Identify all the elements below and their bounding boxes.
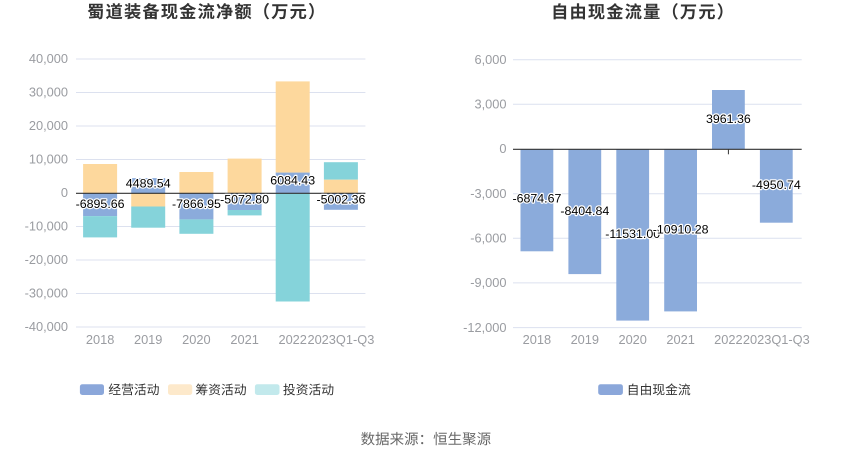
- svg-text:-3,000: -3,000: [470, 186, 506, 201]
- svg-text:2022: 2022: [714, 332, 742, 347]
- svg-text:-6,000: -6,000: [470, 231, 506, 246]
- svg-text:-8404.84: -8404.84: [560, 204, 609, 218]
- svg-text:-20,000: -20,000: [25, 252, 68, 267]
- svg-text:6084.43: 6084.43: [270, 174, 315, 188]
- svg-text:3961.36: 3961.36: [706, 112, 751, 126]
- svg-text:-4950.74: -4950.74: [752, 178, 801, 192]
- svg-text:-5072.80: -5072.80: [220, 193, 269, 207]
- svg-text:-7866.95: -7866.95: [172, 197, 221, 211]
- svg-text:2023Q1-Q3: 2023Q1-Q3: [743, 332, 810, 347]
- svg-text:2021: 2021: [230, 332, 258, 347]
- svg-text:-40,000: -40,000: [25, 319, 68, 334]
- svg-text:2023Q1-Q3: 2023Q1-Q3: [307, 332, 374, 347]
- svg-text:-30,000: -30,000: [25, 286, 68, 301]
- svg-text:40,000: 40,000: [29, 51, 68, 66]
- svg-text:10,000: 10,000: [29, 152, 68, 167]
- svg-text:2019: 2019: [571, 332, 599, 347]
- svg-text:30,000: 30,000: [29, 85, 68, 100]
- svg-text:0: 0: [499, 141, 506, 156]
- svg-text:-9,000: -9,000: [470, 275, 506, 290]
- svg-text:-6895.66: -6895.66: [76, 197, 125, 211]
- svg-text:4489.54: 4489.54: [126, 177, 171, 191]
- svg-text:2018: 2018: [523, 332, 551, 347]
- svg-text:3,000: 3,000: [474, 97, 506, 112]
- svg-text:-12,000: -12,000: [463, 320, 506, 335]
- svg-text:0: 0: [61, 185, 68, 200]
- svg-text:-10,000: -10,000: [25, 219, 68, 234]
- svg-text:20,000: 20,000: [29, 118, 68, 133]
- svg-text:2020: 2020: [182, 332, 210, 347]
- svg-text:6,000: 6,000: [474, 52, 506, 67]
- svg-text:2021: 2021: [666, 332, 694, 347]
- svg-text:-6874.67: -6874.67: [512, 192, 561, 206]
- svg-text:-10910.28: -10910.28: [653, 223, 709, 237]
- svg-text:2020: 2020: [618, 332, 646, 347]
- svg-text:2018: 2018: [86, 332, 114, 347]
- svg-text:-5002.36: -5002.36: [316, 193, 365, 207]
- svg-text:2022: 2022: [278, 332, 306, 347]
- svg-text:2019: 2019: [134, 332, 162, 347]
- svg-text:-11531.00: -11531.00: [605, 227, 660, 241]
